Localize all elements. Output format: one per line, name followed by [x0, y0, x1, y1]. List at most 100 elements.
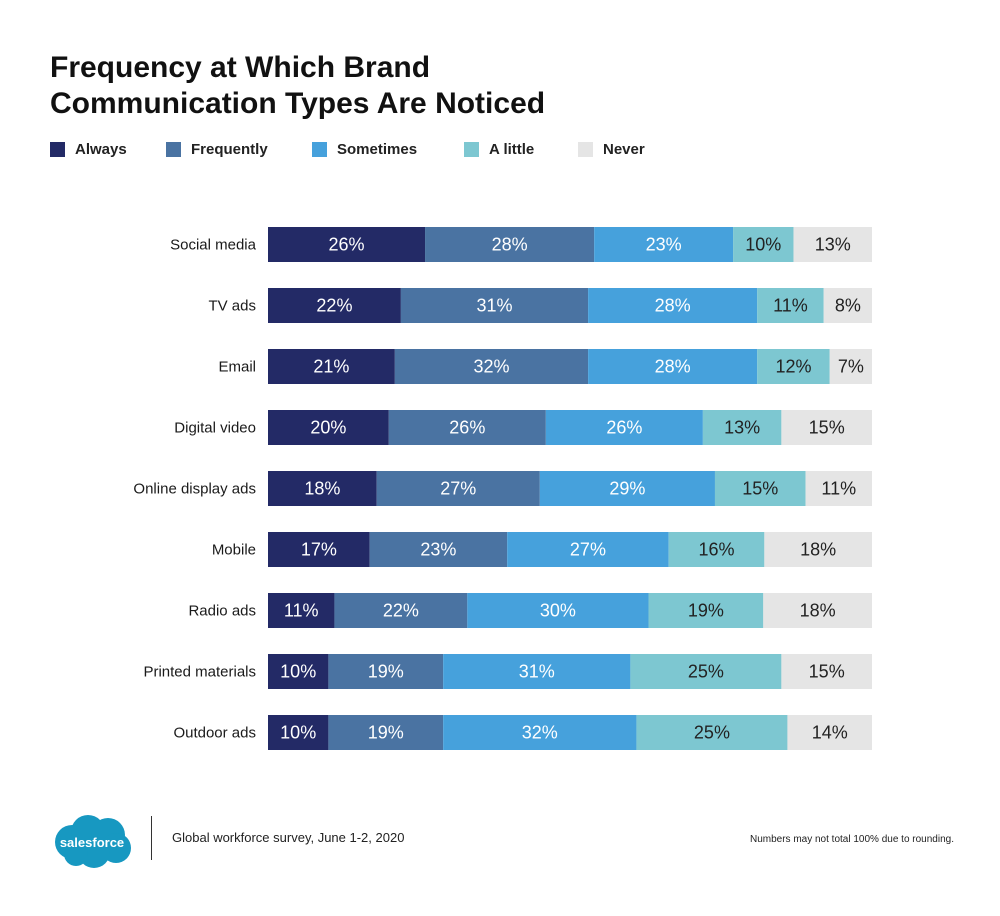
bar-social-media-never	[793, 227, 872, 262]
chart-title: Frequency at Which Brand Communication T…	[50, 50, 650, 122]
legend-label-always: Always	[75, 141, 127, 158]
data-label-online-display-ads-a-little: 15%	[742, 479, 778, 499]
bar-email-sometimes	[588, 349, 758, 384]
salesforce-cloud-icon	[55, 815, 131, 868]
bar-radio-ads-sometimes	[467, 593, 649, 628]
data-label-email-sometimes: 28%	[655, 357, 691, 377]
bar-mobile-always	[268, 532, 370, 567]
category-label-online-display-ads: Online display ads	[133, 481, 256, 498]
bar-printed-materials-a-little	[630, 654, 782, 689]
category-label-mobile: Mobile	[212, 542, 256, 559]
bar-online-display-ads-sometimes	[539, 471, 715, 506]
category-label-printed-materials: Printed materials	[143, 664, 256, 681]
data-label-tv-ads-a-little: 11%	[773, 296, 808, 316]
data-label-email-never: 7%	[838, 357, 864, 377]
legend-swatch-always	[50, 142, 65, 157]
bar-mobile-a-little	[668, 532, 765, 567]
footer-note: Numbers may not total 100% due to roundi…	[749, 834, 954, 845]
data-label-email-a-little: 12%	[775, 357, 811, 377]
data-label-printed-materials-never: 15%	[809, 662, 845, 682]
bar-email-a-little	[757, 349, 830, 384]
data-label-digital-video-always: 20%	[310, 418, 346, 438]
data-label-mobile-sometimes: 27%	[570, 540, 606, 560]
bar-printed-materials-never	[781, 654, 872, 689]
data-label-online-display-ads-always: 18%	[304, 479, 340, 499]
data-label-radio-ads-frequently: 22%	[383, 601, 419, 621]
bar-radio-ads-a-little	[648, 593, 764, 628]
bar-digital-video-always	[268, 410, 389, 445]
data-label-outdoor-ads-sometimes: 32%	[522, 723, 558, 743]
bar-digital-video-a-little	[702, 410, 782, 445]
data-label-mobile-never: 18%	[800, 540, 836, 560]
legend-swatch-never	[578, 142, 593, 157]
data-label-digital-video-a-little: 13%	[724, 418, 760, 438]
data-label-social-media-always: 26%	[329, 235, 365, 255]
bar-tv-ads-a-little	[757, 288, 824, 323]
chart-title-line-2: Communication Types Are Noticed	[50, 87, 546, 120]
bar-tv-ads-never	[823, 288, 872, 323]
bar-radio-ads-always	[268, 593, 335, 628]
legend-swatch-sometimes	[312, 142, 327, 157]
data-label-digital-video-frequently: 26%	[449, 418, 485, 438]
data-label-tv-ads-sometimes: 28%	[655, 296, 691, 316]
bar-outdoor-ads-never	[787, 715, 872, 750]
data-label-mobile-frequently: 23%	[420, 540, 456, 560]
bar-online-display-ads-always	[268, 471, 377, 506]
legend-label-never: Never	[603, 141, 645, 158]
bar-email-frequently	[394, 349, 589, 384]
footer-source: Global workforce survey, June 1-2, 2020	[172, 830, 405, 845]
data-label-printed-materials-sometimes: 31%	[519, 662, 555, 682]
category-label-radio-ads: Radio ads	[188, 603, 256, 620]
data-label-social-media-frequently: 28%	[492, 235, 528, 255]
legend-item-frequently: Frequently	[166, 141, 268, 158]
legend-label-sometimes: Sometimes	[337, 141, 418, 158]
category-label-outdoor-ads: Outdoor ads	[173, 725, 256, 742]
data-label-email-always: 21%	[313, 357, 349, 377]
bar-mobile-frequently	[369, 532, 508, 567]
data-label-tv-ads-frequently: 31%	[476, 296, 512, 316]
bar-outdoor-ads-sometimes	[443, 715, 637, 750]
data-label-tv-ads-always: 22%	[316, 296, 352, 316]
legend-swatch-frequently	[166, 142, 181, 157]
bar-online-display-ads-frequently	[376, 471, 540, 506]
bar-mobile-sometimes	[507, 532, 669, 567]
bar-online-display-ads-never	[805, 471, 872, 506]
bar-tv-ads-sometimes	[588, 288, 758, 323]
bar-tv-ads-frequently	[400, 288, 589, 323]
data-label-online-display-ads-never: 11%	[821, 479, 856, 499]
legend-item-always: Always	[50, 141, 127, 158]
bar-social-media-always	[268, 227, 426, 262]
data-label-online-display-ads-sometimes: 29%	[609, 479, 645, 499]
bar-digital-video-sometimes	[545, 410, 703, 445]
category-label-digital-video: Digital video	[174, 420, 256, 437]
chart-title-line-1: Frequency at Which Brand	[50, 51, 431, 84]
bar-outdoor-ads-a-little	[636, 715, 788, 750]
bar-email-always	[268, 349, 395, 384]
category-label-tv-ads: TV ads	[208, 298, 256, 315]
data-label-social-media-never: 13%	[815, 235, 851, 255]
data-label-outdoor-ads-always: 10%	[280, 723, 316, 743]
data-label-radio-ads-always: 11%	[284, 601, 319, 621]
legend-item-sometimes: Sometimes	[312, 141, 417, 158]
bar-printed-materials-sometimes	[443, 654, 631, 689]
legend-label-frequently: Frequently	[191, 141, 268, 158]
bar-radio-ads-frequently	[334, 593, 468, 628]
data-label-printed-materials-a-little: 25%	[688, 662, 724, 682]
salesforce-logo-text: salesforce	[60, 835, 124, 850]
data-label-social-media-sometimes: 23%	[646, 235, 682, 255]
legend-item-never: Never	[578, 141, 645, 158]
legend-item-a-little: A little	[464, 141, 534, 158]
data-label-mobile-a-little: 16%	[698, 540, 734, 560]
bar-outdoor-ads-always	[268, 715, 329, 750]
data-label-radio-ads-never: 18%	[800, 601, 836, 621]
data-label-radio-ads-sometimes: 30%	[540, 601, 576, 621]
data-label-printed-materials-always: 10%	[280, 662, 316, 682]
legend-swatch-a-little	[464, 142, 479, 157]
bar-online-display-ads-a-little	[714, 471, 806, 506]
data-label-tv-ads-never: 8%	[835, 296, 861, 316]
bar-radio-ads-never	[763, 593, 872, 628]
bar-tv-ads-always	[268, 288, 401, 323]
data-label-outdoor-ads-never: 14%	[812, 723, 848, 743]
salesforce-logo: salesforce	[50, 812, 134, 875]
